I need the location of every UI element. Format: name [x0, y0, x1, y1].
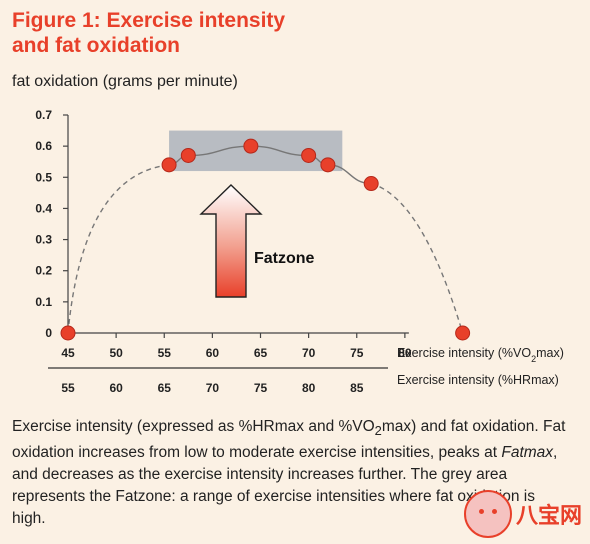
hr-tick-label: 70 [206, 381, 220, 395]
x-tick-label: 60 [206, 346, 220, 360]
watermark: 八宝网 [463, 490, 582, 538]
hr-tick-label: 65 [158, 381, 172, 395]
fat-oxidation-chart: 00.10.20.30.40.50.60.745 50 55 60 65 70 75 80Ex… [35, 108, 564, 395]
data-point [180, 147, 196, 163]
x-tick-label: 70 [302, 346, 316, 360]
fatzone-arrow-icon [199, 184, 263, 298]
y-tick-label: 0.4 [35, 201, 52, 215]
figure-title: Figure 1: Exercise intensity and fat oxi… [12, 8, 412, 58]
figure-title-line1: Figure 1: Exercise intensity [12, 9, 286, 32]
data-point [320, 157, 336, 173]
curve-left-dashed [67, 164, 170, 334]
x-tick-label: 80 [398, 346, 412, 360]
x-axis-label: Exercise intensity (%VO2max) [397, 346, 564, 364]
hr-tick-label: 85 [350, 381, 364, 395]
y-tick-label: 0.7 [35, 108, 52, 122]
x-axis-label-secondary: Exercise intensity (%HRmax) [397, 373, 559, 387]
caption-subscript: 2 [374, 423, 382, 439]
x-tick-label: 45 [61, 346, 75, 360]
x-tick-label: 50 [109, 346, 123, 360]
data-point [60, 325, 76, 341]
caption-fatmax: Fatmax [501, 444, 554, 462]
data-point [161, 157, 177, 173]
figure-caption: Exercise intensity (expressed as %HRmax … [12, 416, 572, 530]
x-tick-label: 65 [254, 346, 268, 360]
x-tick-label: 75 [350, 346, 364, 360]
y-axis-label: fat oxidation (grams per minute) [12, 73, 238, 90]
curve-right-dashed [370, 182, 464, 334]
hr-tick-label: 55 [61, 381, 75, 395]
caption-text-1: Exercise intensity (expressed as %HRmax … [12, 418, 375, 435]
figure-title-line2: and fat oxidation [12, 34, 180, 57]
hr-tick-label: 80 [302, 381, 316, 395]
hr-tick-label: 75 [254, 381, 268, 395]
data-point [363, 176, 379, 192]
fatzone-label: Fatzone [254, 250, 315, 267]
y-tick-label: 0.3 [35, 233, 52, 247]
data-point [243, 138, 259, 154]
hr-tick-label: 60 [109, 381, 123, 395]
data-point [301, 147, 317, 163]
y-tick-label: 0.6 [35, 139, 52, 153]
y-tick-label: 0 [45, 326, 52, 340]
caption-text-3: , and decreases as the exercise intensit… [12, 444, 558, 528]
watermark-text: 八宝网 [515, 503, 582, 528]
y-tick-label: 0.1 [35, 295, 52, 309]
face-logo-icon [463, 490, 512, 538]
caption-text-2: max) and fat oxidation. Fat oxidation in… [12, 418, 566, 462]
data-point [455, 325, 471, 341]
y-tick-label: 0.2 [35, 264, 52, 278]
x-tick-label: 55 [158, 346, 172, 360]
y-tick-label: 0.5 [35, 170, 52, 184]
